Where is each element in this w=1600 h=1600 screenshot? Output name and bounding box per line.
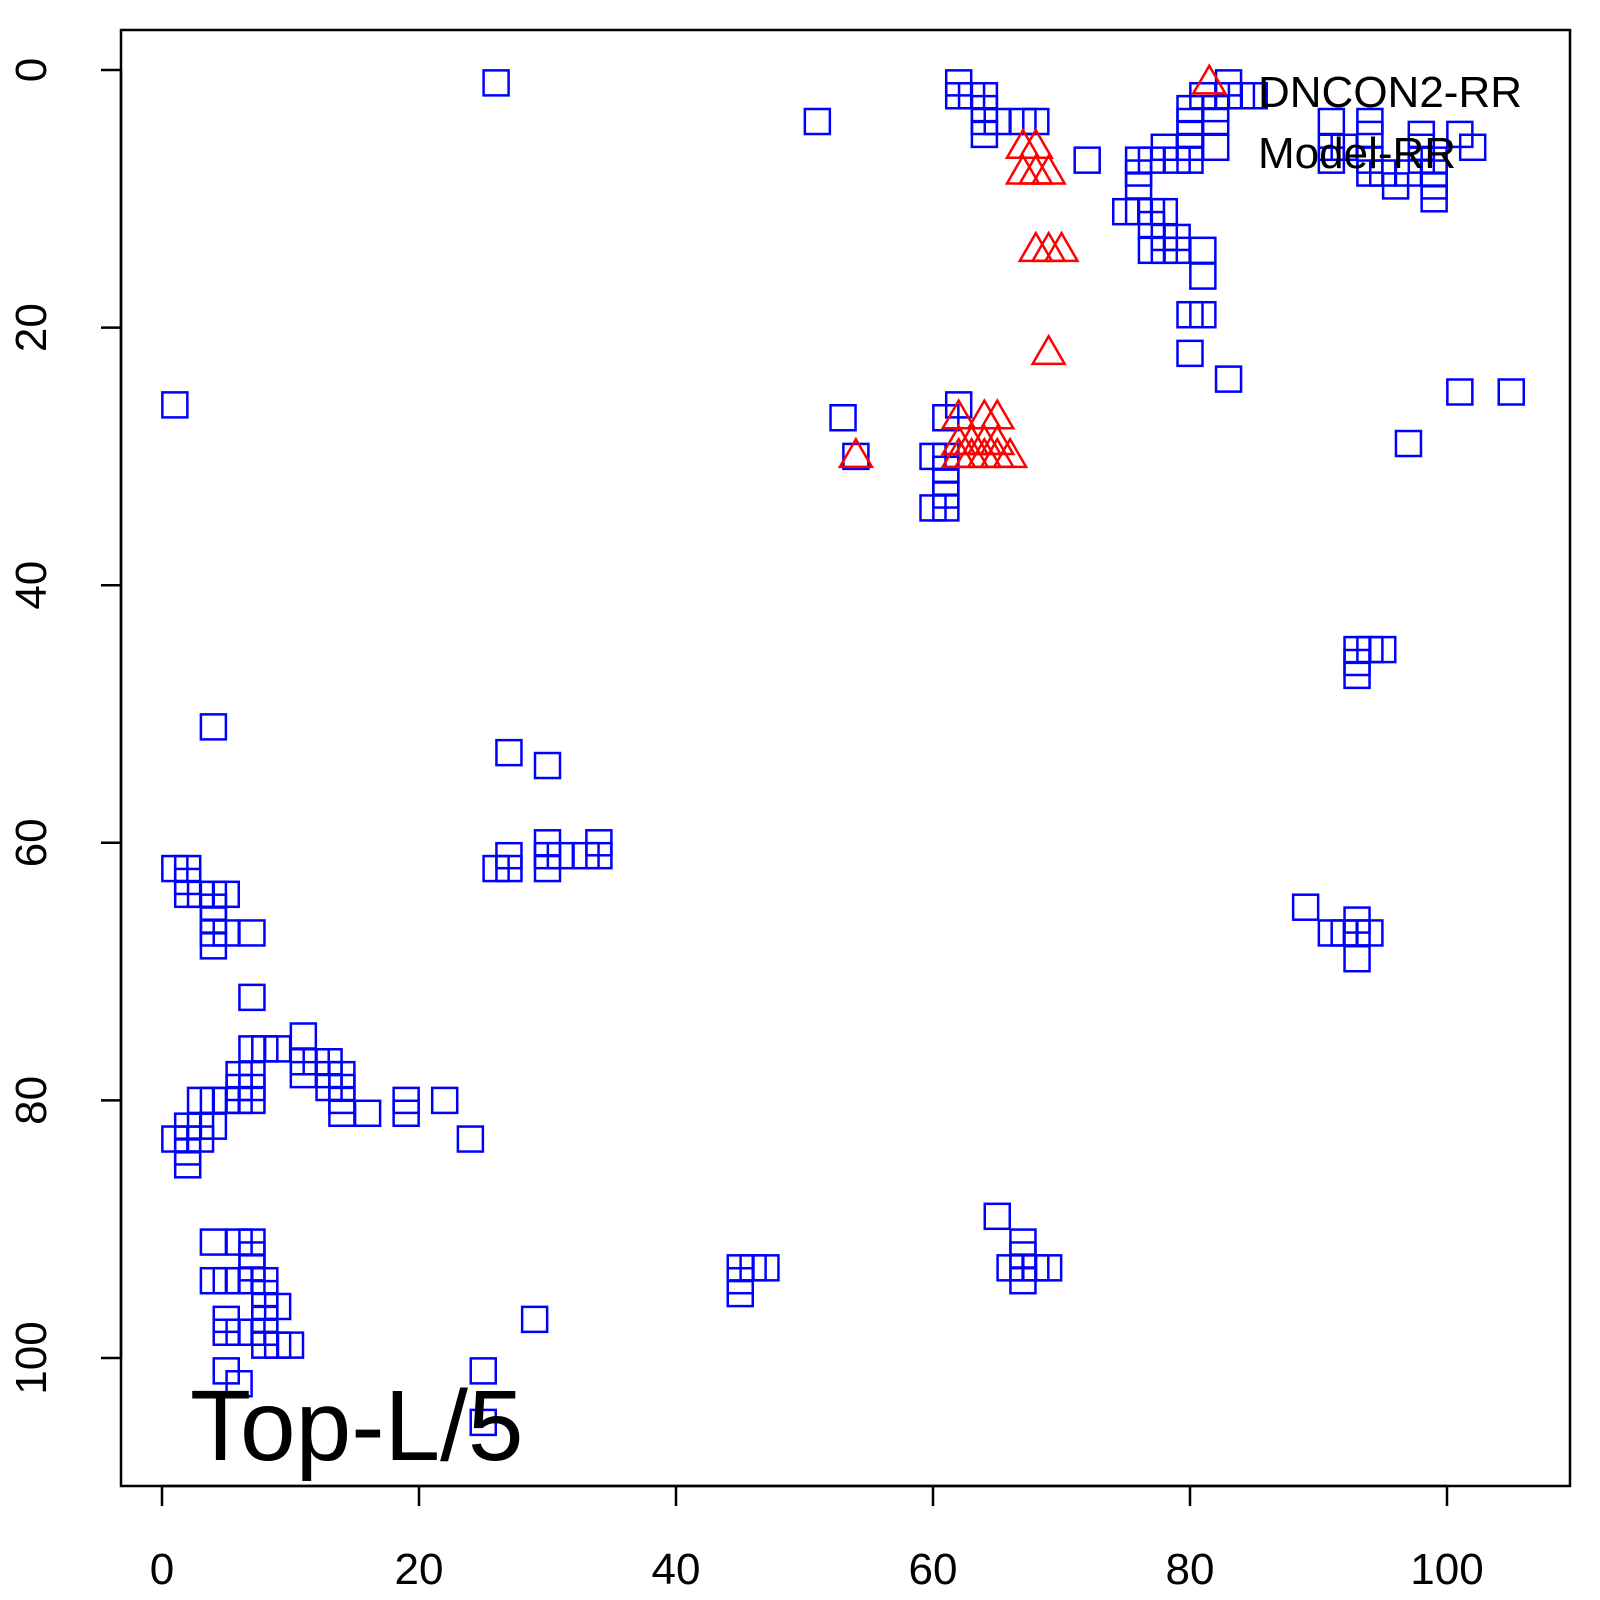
- model-rr-point: [983, 1202, 1011, 1231]
- x-tick-label: 20: [395, 1545, 444, 1594]
- model-rr-point: [238, 919, 266, 947]
- plot-frame: [119, 28, 1572, 1488]
- model-rr-point: [161, 391, 189, 419]
- model-rr-point: [238, 1086, 266, 1115]
- data-markers: [161, 63, 1525, 1437]
- dncon2-rr-point: [991, 436, 1029, 469]
- model-rr-point: [842, 442, 870, 471]
- model-rr-point: [585, 841, 613, 870]
- dncon2-rr-point: [1030, 333, 1067, 366]
- model-rr-point: [456, 1125, 485, 1153]
- model-rr-point: [1073, 146, 1101, 174]
- y-axis: 0 20 40 60 80 100: [7, 58, 123, 1395]
- dncon2-rr-point: [837, 436, 875, 469]
- chart-annotation: Top-L/5: [190, 1370, 524, 1482]
- dncon2-rr-point: [1043, 230, 1080, 263]
- model-rr-point: [276, 1331, 305, 1359]
- x-axis: 0 20 40 60 80 100: [150, 1484, 1484, 1594]
- y-tick-label: 20: [7, 303, 56, 352]
- legend-entry-model-rr: Model-RR: [1258, 129, 1456, 178]
- model-rr-point: [533, 854, 562, 883]
- model-rr-point: [199, 1228, 228, 1256]
- y-tick-label: 40: [7, 561, 56, 610]
- legend: DNCON2-RR Model-RR: [1258, 68, 1522, 178]
- model-rr-point: [495, 854, 523, 883]
- model-rr-point: [1343, 906, 1371, 934]
- model-rr-point: [1420, 185, 1448, 213]
- x-tick-label: 0: [150, 1545, 174, 1594]
- y-tick-label: 0: [7, 58, 56, 82]
- dncon2-rr-point: [1191, 63, 1228, 95]
- model-rr-point: [1137, 146, 1166, 174]
- x-tick-label: 80: [1166, 1545, 1215, 1594]
- model-rr-point: [1291, 893, 1320, 921]
- model-rr-point: [1189, 262, 1217, 290]
- model-rr-point: [1240, 82, 1268, 110]
- model-rr-point: [199, 932, 228, 960]
- x-tick-label: 100: [1410, 1545, 1483, 1594]
- model-rr-point: [1189, 300, 1217, 329]
- legend-entry-dncon2-rr: DNCON2-RR: [1258, 68, 1522, 117]
- model-rr-point: [495, 738, 523, 767]
- model-rr-point: [482, 69, 510, 97]
- model-rr-point: [932, 494, 960, 522]
- model-rr-point: [289, 1022, 318, 1050]
- model-rr-point: [1497, 378, 1525, 406]
- y-tick-label: 60: [7, 818, 56, 867]
- model-rr-point: [1201, 133, 1230, 162]
- model-rr-point: [1022, 107, 1050, 136]
- model-rr-point: [1176, 339, 1204, 368]
- model-rr-point: [932, 404, 960, 432]
- y-tick-label: 100: [7, 1321, 56, 1394]
- model-rr-point: [1214, 365, 1243, 393]
- model-rr-point: [430, 1086, 459, 1115]
- model-rr-point: [1189, 236, 1217, 265]
- model-rr-point: [803, 107, 832, 136]
- model-rr-point: [533, 751, 562, 780]
- model-rr-point: [520, 1305, 549, 1334]
- model-rr-point: [392, 1099, 420, 1128]
- model-rr-point: [353, 1099, 382, 1128]
- y-tick-label: 80: [7, 1076, 56, 1125]
- model-rr-point: [1394, 429, 1423, 458]
- model-rr-point: [225, 1370, 253, 1398]
- model-rr-point: [1343, 944, 1371, 973]
- dncon2-rr-point: [979, 423, 1016, 456]
- model-rr-point: [1446, 378, 1474, 406]
- model-rr-point: [829, 404, 857, 432]
- model-rr-point: [1343, 661, 1371, 690]
- model-rr-point: [469, 1357, 497, 1385]
- model-rr-point: [238, 983, 266, 1012]
- dncon2-rr-point: [1030, 153, 1067, 185]
- x-tick-label: 60: [909, 1545, 958, 1594]
- model-rr-point: [1458, 133, 1487, 162]
- model-rr-point: [199, 713, 228, 741]
- x-tick-label: 40: [652, 1545, 701, 1594]
- model-rr-point: [726, 1279, 754, 1308]
- model-rr-point: [1009, 1266, 1037, 1295]
- model-rr-point: [173, 1151, 202, 1179]
- model-rr-point: [469, 1408, 497, 1437]
